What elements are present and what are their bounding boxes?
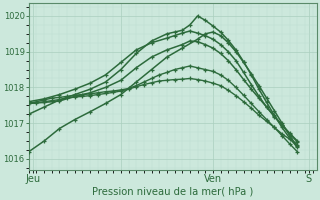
X-axis label: Pression niveau de la mer( hPa ): Pression niveau de la mer( hPa ) [92, 187, 253, 197]
